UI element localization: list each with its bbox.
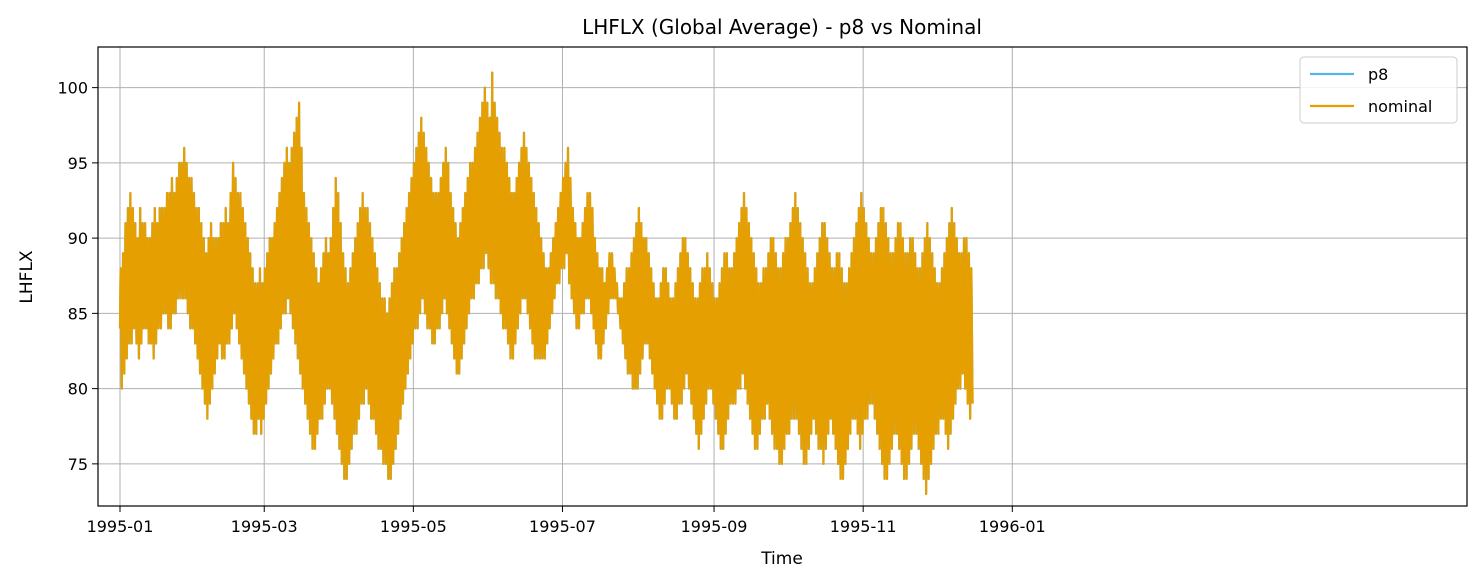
x-tick-label: 1995-05 (380, 517, 447, 536)
x-axis-title: Time (760, 549, 803, 569)
plot-frame (97, 46, 1468, 507)
x-tick-label: 1995-09 (681, 517, 748, 536)
y-tick-label: 90 (68, 229, 88, 248)
x-tick-label: 1995-11 (830, 517, 897, 536)
x-tick-label: 1995-07 (529, 517, 596, 536)
y-tick-label: 85 (68, 304, 88, 323)
chart-title: LHFLX (Global Average) - p8 vs Nominal (582, 15, 982, 39)
legend-label-nominal: nominal (1368, 97, 1432, 116)
y-tick-label: 95 (68, 154, 88, 173)
y-tick-label: 100 (57, 79, 88, 98)
legend-label-p8: p8 (1368, 65, 1388, 84)
series-line-nominal (118, 71, 974, 496)
x-tick-label: 1995-03 (231, 517, 298, 536)
legend: p8 nominal (1299, 56, 1458, 124)
x-tick-label: 1995-01 (87, 517, 154, 536)
axis-ticks: 1995-01 1995-03 1995-05 1995-07 1995-09 1995-… (57, 79, 1045, 536)
y-tick-label: 80 (68, 380, 88, 399)
x-tick-label: 1996-01 (979, 517, 1046, 536)
series-layer (118, 71, 974, 496)
y-tick-label: 75 (68, 455, 88, 474)
y-axis-title: LHFLX (17, 250, 37, 304)
